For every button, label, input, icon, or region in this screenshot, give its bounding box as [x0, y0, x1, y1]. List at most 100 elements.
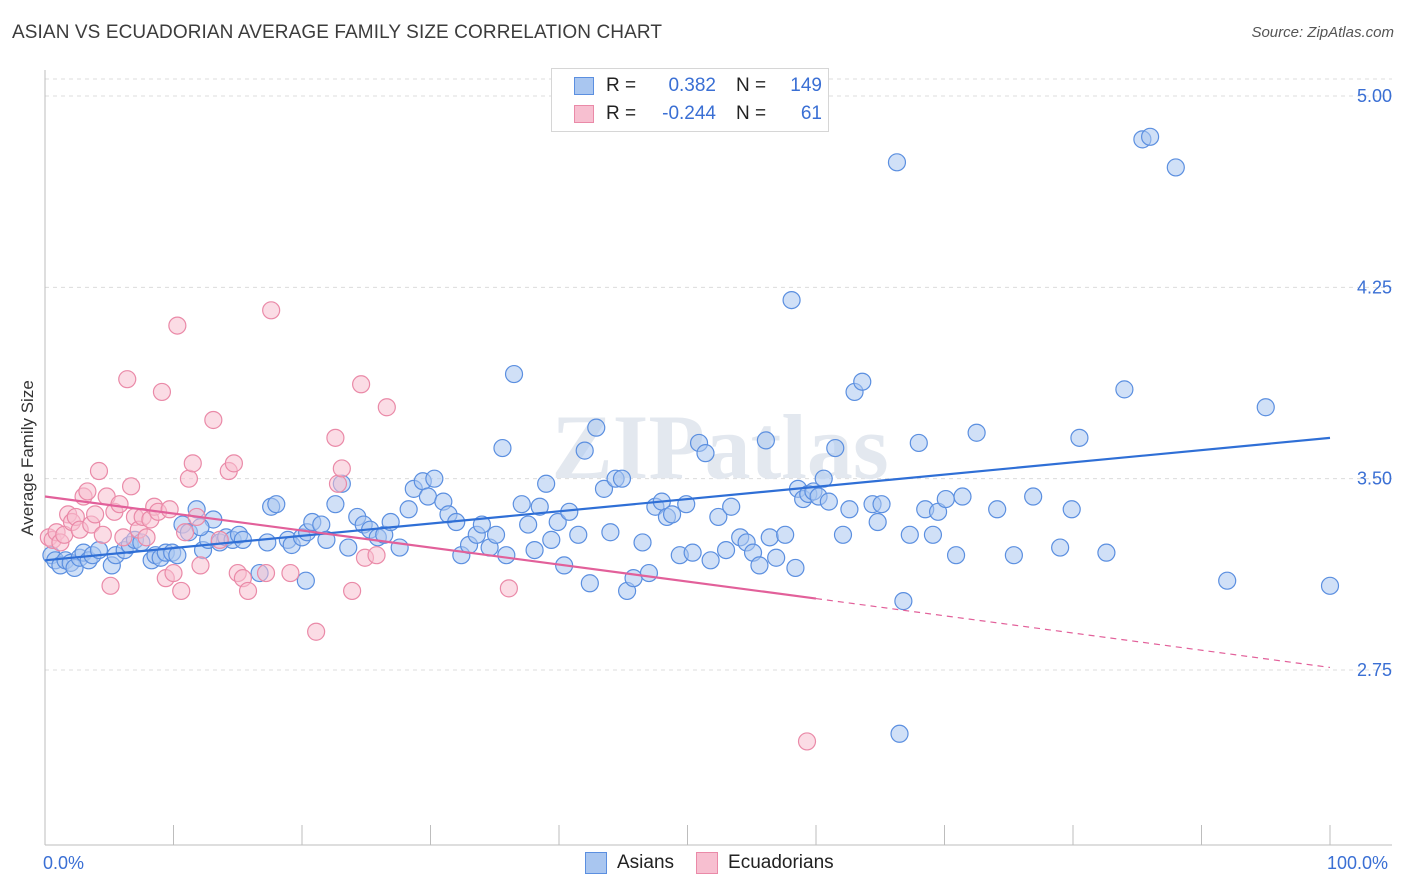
- asian-point: [786, 558, 805, 578]
- asian-point: [776, 525, 795, 544]
- y-tick-labels: 2.75 3.50 4.25 5.00: [1357, 86, 1392, 680]
- ecuadorian-point: [78, 482, 97, 501]
- asian-point: [569, 525, 588, 544]
- asian-point: [312, 515, 331, 534]
- asian-point: [722, 497, 741, 516]
- asian-point: [662, 505, 682, 524]
- asian-point: [612, 469, 632, 488]
- asian-point: [258, 533, 277, 552]
- asian-point: [683, 543, 702, 562]
- asian-point: [339, 538, 358, 557]
- asian-point: [819, 492, 838, 511]
- asian-point: [1320, 576, 1340, 595]
- asian-point: [530, 497, 549, 516]
- ecuadorian-point: [89, 461, 109, 481]
- legend-item-ecuadorians: Ecuadorians: [696, 852, 834, 874]
- asian-point: [525, 540, 544, 560]
- asian-point: [988, 500, 1007, 519]
- ecuadorians-trend-line: [44, 495, 817, 600]
- ecuadorian-point: [326, 428, 345, 447]
- n-value: 61: [800, 103, 822, 124]
- ecuadorian-point: [238, 581, 258, 601]
- asian-point: [767, 548, 786, 567]
- asian-point: [504, 364, 524, 384]
- asian-point: [946, 546, 966, 565]
- asian-point: [696, 444, 715, 463]
- n-label: N =: [736, 103, 767, 124]
- ecuadorian-point: [168, 316, 187, 335]
- r-label: R =: [606, 103, 637, 124]
- asian-point: [967, 423, 986, 442]
- ecuadorian-point: [137, 528, 156, 547]
- asian-point: [840, 500, 859, 519]
- asian-point: [936, 489, 955, 509]
- ecuadorian-point: [172, 581, 191, 601]
- source-label: Source: ZipAtlas.com: [1251, 24, 1394, 41]
- x-tick-label-start: 0.0%: [43, 853, 85, 873]
- ecuadorian-point: [93, 525, 112, 544]
- y-tick-label: 5.00: [1357, 86, 1392, 106]
- ecuadorian-point: [191, 556, 210, 575]
- asian-point: [497, 546, 516, 565]
- y-axis-label: Average Family Size: [18, 380, 37, 536]
- r-label: R =: [606, 75, 637, 96]
- ecuadorian-point: [328, 474, 348, 493]
- ecuadorian-point: [256, 563, 276, 583]
- asian-point: [512, 495, 531, 514]
- ecuadorian-point: [114, 528, 133, 547]
- r-value: 0.382: [668, 75, 716, 96]
- asian-point: [1115, 380, 1134, 399]
- ecuadorian-point: [86, 505, 105, 524]
- asian-point: [782, 290, 801, 310]
- ecuadorian-point: [352, 375, 371, 394]
- asian-point: [519, 515, 538, 534]
- ecuadorian-point: [183, 454, 202, 473]
- ecuadorians-swatch: [574, 105, 594, 123]
- ecuadorian-point: [118, 370, 137, 389]
- chart-title: ASIAN VS ECUADORIAN AVERAGE FAMILY SIZE …: [12, 22, 663, 43]
- asian-point: [418, 487, 438, 506]
- y-tick-label: 4.25: [1357, 277, 1392, 297]
- asian-point: [486, 525, 506, 544]
- ecuadorian-point: [204, 410, 223, 430]
- asian-point: [750, 556, 769, 575]
- asian-point: [760, 528, 779, 547]
- y-tick-label: 3.50: [1357, 469, 1392, 489]
- r-value: -0.244: [662, 103, 716, 124]
- asian-point: [894, 592, 913, 611]
- asian-point: [493, 438, 512, 458]
- ecuadorian-point: [262, 301, 281, 320]
- asian-point: [1051, 538, 1070, 557]
- asian-point: [1218, 571, 1237, 590]
- asian-point: [868, 512, 887, 532]
- asians-swatch: [574, 77, 594, 95]
- legend-item-asians: Asians: [585, 852, 674, 874]
- asian-point: [594, 479, 614, 498]
- asian-point: [701, 551, 720, 570]
- asian-point: [716, 540, 736, 560]
- ecuadorian-point: [224, 454, 243, 473]
- ecuadorian-point: [152, 382, 172, 402]
- asian-point: [548, 512, 567, 532]
- asian-point: [1097, 543, 1116, 562]
- n-value: 149: [790, 75, 822, 96]
- asian-point: [887, 153, 907, 172]
- legend-row-ecuadorians: R = -0.244 N = 61: [574, 101, 822, 127]
- ecuadorian-point: [499, 579, 518, 598]
- asians-swatch: [585, 852, 607, 874]
- asian-point: [890, 724, 909, 743]
- asian-point: [872, 495, 891, 514]
- correlation-legend: R = 0.382 N = 149 R = -0.244 N = 61: [551, 68, 829, 132]
- ecuadorian-point: [797, 732, 817, 751]
- asian-point: [296, 571, 315, 590]
- asian-point: [580, 574, 599, 593]
- asian-point: [909, 433, 928, 453]
- series-legend: Asians Ecuadorians: [585, 852, 856, 874]
- asian-point: [756, 431, 775, 450]
- asian-point: [537, 474, 556, 493]
- ecuadorian-point: [307, 622, 326, 641]
- legend-row-asians: R = 0.382 N = 149: [574, 73, 822, 99]
- n-label: N =: [736, 75, 767, 96]
- x-tick-label-end: 100.0%: [1327, 853, 1389, 873]
